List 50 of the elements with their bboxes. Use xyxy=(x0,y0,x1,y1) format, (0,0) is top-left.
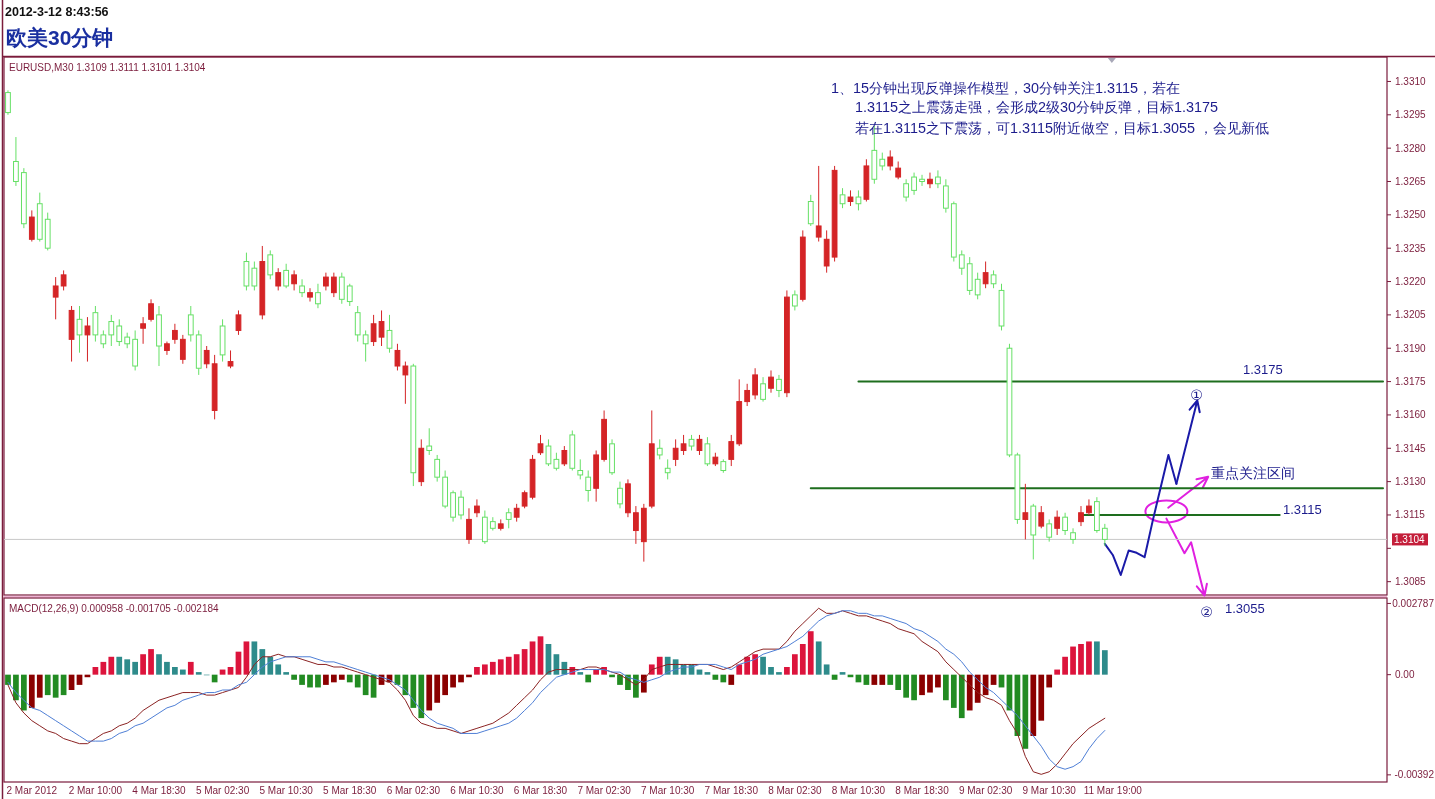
annotation: 1.3115 xyxy=(1283,502,1322,517)
annotation: 1.3175 xyxy=(1243,362,1283,378)
x-tick-label: 8 Mar 18:30 xyxy=(895,784,950,796)
y-tick-label: 1.3175 xyxy=(1395,376,1427,388)
annotation: 1.3055 xyxy=(1225,600,1265,616)
x-tick-label: 7 Mar 18:30 xyxy=(704,784,759,796)
y-tick-label: 1.3220 xyxy=(1395,276,1427,288)
text: MACD(12,26,9) 0.000958 -0.001705 -0.002184 xyxy=(9,602,220,614)
x-tick-label: 5 Mar 18:30 xyxy=(323,784,377,796)
y-tick-label: 1.3235 xyxy=(1395,242,1427,254)
y-tick-label: 0.002787 xyxy=(1392,597,1435,609)
x-tick-label: 5 Mar 02:30 xyxy=(195,784,250,796)
y-tick-label: 0.00 xyxy=(1395,669,1415,681)
y-tick-label: 1.3130 xyxy=(1395,476,1427,488)
annotation: 1.3115之上震荡走强，会形成2级30分钟反弹，目标1.3175 xyxy=(855,98,1218,115)
y-tick-label: 1.3205 xyxy=(1395,309,1427,321)
x-tick-label: 2 Mar 2012 xyxy=(6,784,58,796)
y-tick-label: -0.00392 xyxy=(1394,769,1435,781)
annotation: ① xyxy=(1190,387,1203,403)
x-tick-label: 6 Mar 10:30 xyxy=(450,784,505,796)
chart-title: 欧美30分钟 xyxy=(6,25,114,49)
y-tick-label: 1.3190 xyxy=(1395,342,1427,354)
y-tick-label: 1.3250 xyxy=(1395,209,1427,221)
x-tick-label: 8 Mar 10:30 xyxy=(831,784,886,796)
x-tick-label: 8 Mar 02:30 xyxy=(768,784,822,796)
x-tick-label: 5 Mar 10:30 xyxy=(259,784,314,796)
x-tick-label: 9 Mar 02:30 xyxy=(958,784,1013,796)
y-tick-label: 1.3115 xyxy=(1395,509,1426,521)
text: 2012-3-12 8:43:56 xyxy=(5,5,109,19)
x-tick-label: 7 Mar 02:30 xyxy=(577,784,632,796)
annotation: 若在1.3115之下震荡，可1.3115附近做空，目标1.3055 ，会见新低 xyxy=(855,119,1269,136)
x-tick-label: 2 Mar 10:00 xyxy=(68,784,123,796)
annotation: ② xyxy=(1200,604,1213,620)
x-tick-label: 7 Mar 10:30 xyxy=(640,784,695,796)
y-tick-label: 1.3145 xyxy=(1395,442,1427,454)
y-tick-label: 1.3265 xyxy=(1395,176,1427,187)
y-tick-label: 1.3310 xyxy=(1395,75,1427,87)
y-tick-label: 1.3295 xyxy=(1395,109,1427,121)
x-tick-label: 6 Mar 02:30 xyxy=(386,784,441,796)
x-tick-label: 4 Mar 18:30 xyxy=(132,784,187,796)
y-tick-label: 1.3160 xyxy=(1395,409,1427,421)
x-tick-label: 6 Mar 18:30 xyxy=(513,784,568,796)
y-tick-label: 1.3280 xyxy=(1395,142,1427,154)
y-tick-label: 1.3085 xyxy=(1395,576,1427,588)
price-label: 1.3104 xyxy=(1392,533,1428,546)
annotation: 1、15分钟出现反弹操作模型，30分钟关注1.3115，若在 xyxy=(831,80,1180,96)
x-tick-label: 11 Mar 19:00 xyxy=(1083,784,1143,796)
x-tick-label: 9 Mar 10:30 xyxy=(1022,784,1077,796)
text: EURUSD,M30 1.3109 1.3111 1.3101 1.3104 xyxy=(9,61,206,73)
annotation: 重点关注区间 xyxy=(1211,465,1295,481)
